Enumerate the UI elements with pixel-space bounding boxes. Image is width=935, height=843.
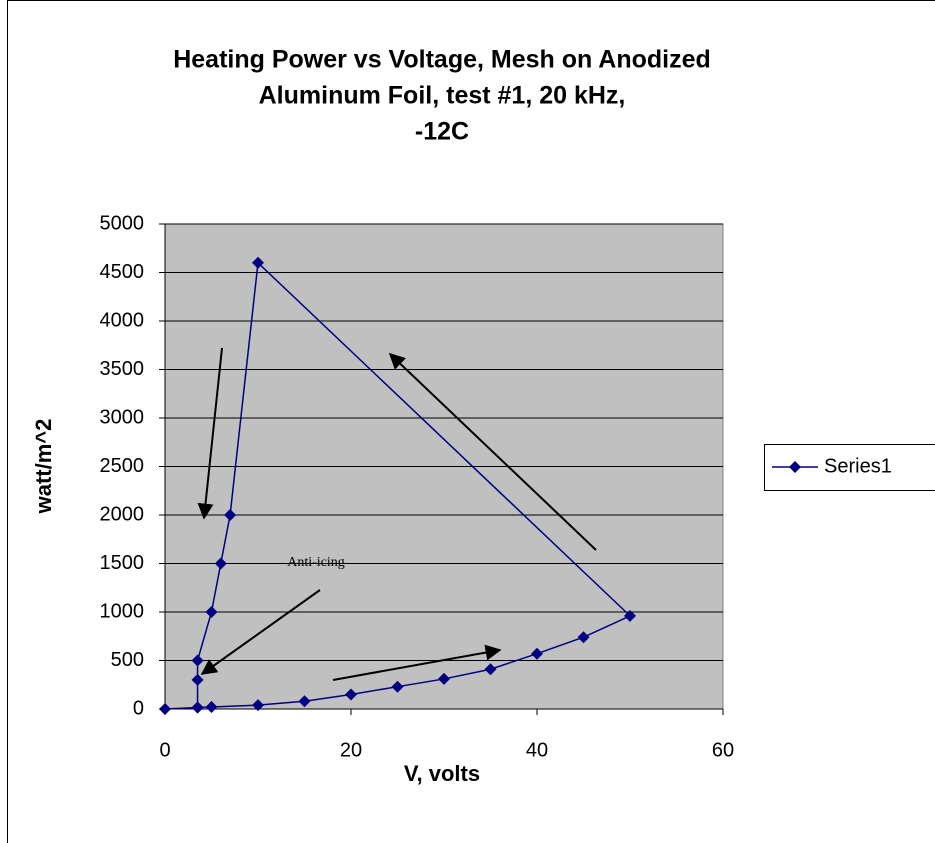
- point: [159, 703, 171, 715]
- y-tick-label: 4500: [100, 261, 145, 283]
- point: [438, 672, 450, 685]
- point: [484, 663, 497, 676]
- y-tick-label: 1000: [100, 600, 145, 622]
- y-tick-label: 2500: [100, 455, 145, 477]
- point: [205, 701, 218, 714]
- chart-title: Heating Power vs Voltage, Mesh on Anodiz…: [173, 46, 711, 74]
- x-tick-label: 60: [712, 739, 734, 761]
- point: [191, 701, 204, 714]
- legend-marker: [789, 461, 801, 473]
- annotation: Anti-icing: [287, 555, 345, 570]
- point: [191, 654, 204, 667]
- point: [345, 688, 357, 701]
- arrows: [197, 347, 597, 681]
- legend-label: Series1: [824, 455, 892, 477]
- y-tick-label: 4000: [100, 309, 145, 331]
- arrow: [200, 589, 321, 675]
- point: [214, 557, 227, 570]
- point: [298, 695, 311, 708]
- y-tick-label: 1500: [100, 552, 145, 574]
- y-tick-label: 0: [133, 697, 144, 719]
- chart-title: Aluminum Foil, test #1, 20 kHz,: [259, 82, 626, 110]
- plot-area: [159, 223, 724, 715]
- point: [624, 609, 636, 622]
- point: [205, 606, 218, 618]
- y-tick-label: 5000: [100, 212, 145, 234]
- y-tick-label: 500: [111, 649, 144, 671]
- point: [577, 631, 590, 644]
- x-axis-title: V, volts: [404, 761, 480, 786]
- x-tick-label: 40: [526, 739, 548, 761]
- point: [191, 673, 204, 686]
- chart-title: -12C: [415, 118, 469, 146]
- arrow: [197, 347, 223, 520]
- y-tick-label: 3000: [100, 406, 145, 428]
- x-tick-label: 0: [159, 739, 170, 761]
- y-tick-label: 2000: [100, 503, 145, 525]
- arrow: [388, 352, 597, 551]
- point: [531, 647, 543, 660]
- arrow: [332, 644, 502, 681]
- y-tick-label: 3500: [100, 358, 145, 380]
- y-axis-title: watt/m^2: [31, 419, 56, 515]
- point: [391, 680, 404, 693]
- point: [224, 509, 237, 521]
- point: [252, 256, 264, 269]
- point: [252, 699, 264, 712]
- x-tick-label: 20: [340, 739, 362, 761]
